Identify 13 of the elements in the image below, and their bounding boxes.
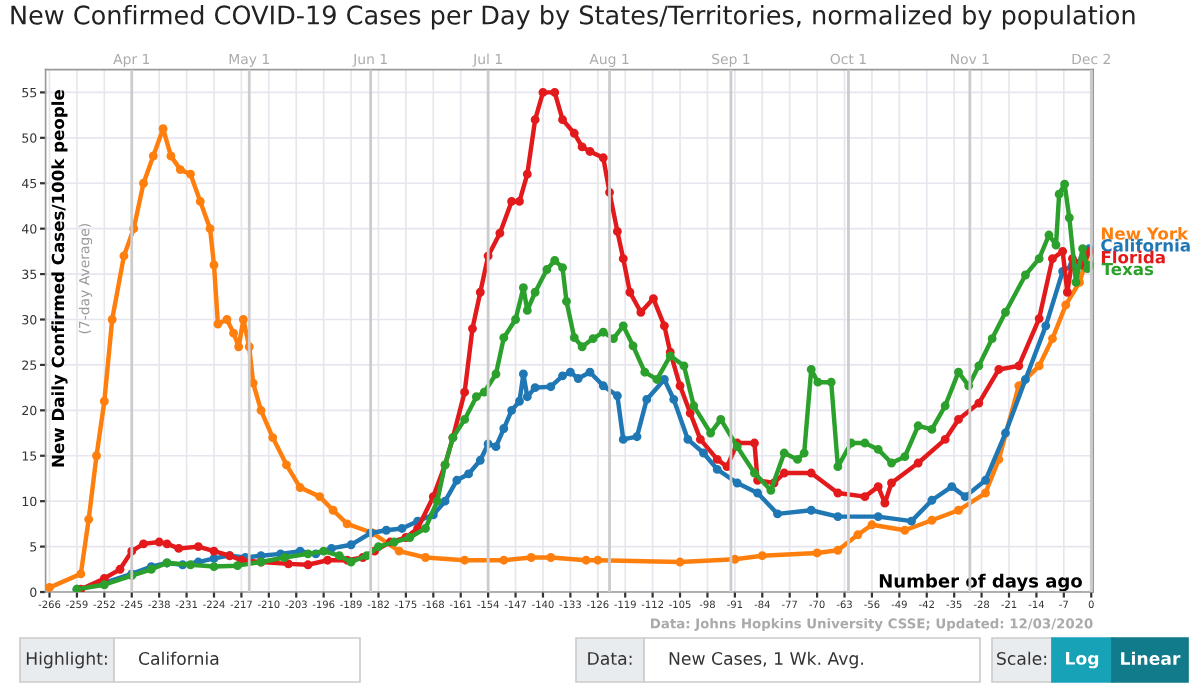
y-axis-title: New Daily Confirmed Cases/100k people [51,90,68,467]
series-label: New York [1101,226,1189,240]
text: California [138,651,219,665]
series-label: Texas [1101,262,1154,276]
text: Scale: [997,651,1047,665]
chart-title: New Confirmed COVID-19 Cases per Day by States/Territories, normalized by population [11,4,1135,30]
text: New Cases, 1 Wk. Avg. [669,651,863,669]
text: Linear [1121,651,1181,665]
text: Highlight: [26,651,107,669]
text: Data: [588,652,632,665]
series-label: California [1101,238,1190,252]
series-label: Florida [1101,250,1165,264]
text: Log [1066,652,1099,669]
